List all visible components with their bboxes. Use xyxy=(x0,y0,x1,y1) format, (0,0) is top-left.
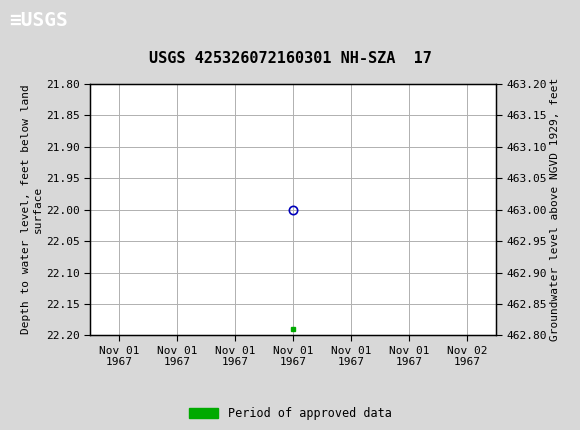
Y-axis label: Depth to water level, feet below land
surface: Depth to water level, feet below land su… xyxy=(21,85,43,335)
Text: ≡USGS: ≡USGS xyxy=(9,11,67,30)
Legend: Period of approved data: Period of approved data xyxy=(188,407,392,420)
Y-axis label: Groundwater level above NGVD 1929, feet: Groundwater level above NGVD 1929, feet xyxy=(550,78,560,341)
Text: USGS 425326072160301 NH-SZA  17: USGS 425326072160301 NH-SZA 17 xyxy=(148,51,432,65)
